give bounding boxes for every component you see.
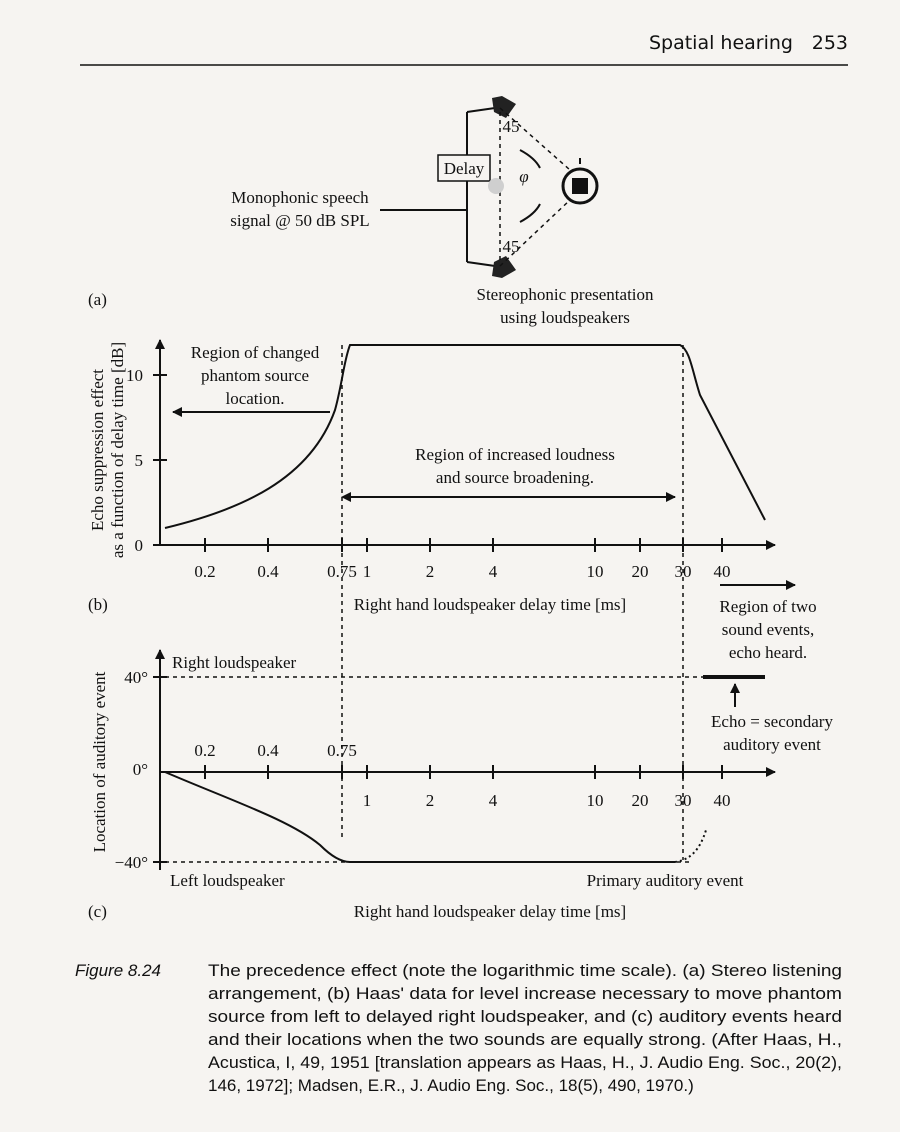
arc-top bbox=[519, 149, 541, 169]
caption-line: 146, 1972]; Madsen, E.R., J. Audio Eng. … bbox=[208, 1076, 694, 1095]
y-tick-label: 10 bbox=[126, 366, 143, 385]
x-tick-label: 0.75 bbox=[327, 741, 357, 760]
x-tick-label: 2 bbox=[426, 791, 435, 810]
annotation: and source broadening. bbox=[436, 468, 594, 487]
x-tick-label: 20 bbox=[632, 791, 649, 810]
y-axis-title: Echo suppression effect bbox=[88, 369, 107, 531]
annotation: Primary auditory event bbox=[587, 871, 744, 890]
feed-bottom bbox=[466, 261, 496, 267]
head-angle: φ bbox=[519, 167, 528, 186]
caption: The precedence effect (note the logarith… bbox=[208, 961, 842, 1095]
x-tick-label: 10 bbox=[587, 791, 604, 810]
phantom-source bbox=[488, 178, 504, 194]
y-tick-label: 40° bbox=[124, 668, 148, 687]
annotation: auditory event bbox=[723, 735, 821, 754]
panel-b: 0 5 10 0.2 0.4 0.75 1 2 4 10 20 30 40 Region of c… bbox=[88, 339, 817, 860]
x-tick-label: 4 bbox=[489, 791, 498, 810]
panel-c: 40° 0° −40° 0.2 0.4 0.75 1 2 4 10 20 30 40 Right … bbox=[88, 649, 833, 921]
y-tick-label: 5 bbox=[135, 451, 144, 470]
running-head: Spatial hearing bbox=[649, 32, 793, 54]
source-label: Monophonic speech bbox=[231, 188, 369, 207]
annotation: location. bbox=[225, 389, 284, 408]
suppression-curve bbox=[164, 344, 766, 529]
annotation: Left loudspeaker bbox=[170, 871, 285, 890]
listener-face bbox=[572, 178, 588, 194]
annotation: Right loudspeaker bbox=[172, 653, 297, 672]
ray-bottom bbox=[499, 199, 571, 267]
caption-line: source from left to delayed right loudsp… bbox=[208, 1007, 842, 1026]
location-curve bbox=[164, 771, 675, 863]
x-tick-label: 10 bbox=[587, 562, 604, 581]
caption-line: and their locations when the two sounds … bbox=[208, 1030, 842, 1049]
caption-label: Figure 8.24 bbox=[75, 961, 161, 980]
speaker-bottom bbox=[492, 256, 516, 278]
x-tick-label: 4 bbox=[489, 562, 498, 581]
y-tick-label: 0 bbox=[135, 536, 144, 555]
figure: Delay 45 45 φ Monophonic speech signal @… bbox=[88, 96, 833, 921]
panel-label: (b) bbox=[88, 595, 108, 614]
page-number: 253 bbox=[812, 32, 848, 54]
angle-top: 45 bbox=[503, 117, 520, 136]
caption-line: arrangement, (b) Haas' data for level in… bbox=[208, 984, 842, 1003]
y-axis-title: Location of auditory event bbox=[90, 671, 109, 852]
panel-a-caption: using loudspeakers bbox=[500, 308, 630, 327]
speaker-top bbox=[492, 96, 516, 118]
feed-top bbox=[466, 107, 496, 113]
location-curve-tail bbox=[674, 829, 707, 863]
panel-label: (c) bbox=[88, 902, 107, 921]
x-tick-label: 1 bbox=[363, 562, 372, 581]
delay-box bbox=[437, 154, 491, 182]
x-tick-label: 1 bbox=[363, 791, 372, 810]
x-tick-label: 40 bbox=[714, 791, 731, 810]
delay-label: Delay bbox=[444, 159, 485, 178]
caption-line: The precedence effect (note the logarith… bbox=[208, 961, 842, 980]
annotation: Region of increased loudness bbox=[415, 445, 615, 464]
y-axis-title: as a function of delay time [dB] bbox=[108, 342, 127, 558]
annotation: phantom source bbox=[201, 366, 309, 385]
source-label: signal @ 50 dB SPL bbox=[230, 211, 369, 230]
x-axis-title: Right hand loudspeaker delay time [ms] bbox=[354, 902, 626, 921]
x-tick-label: 30 bbox=[675, 791, 692, 810]
annotation: Region of two bbox=[719, 597, 816, 616]
x-tick-label: 0.2 bbox=[194, 562, 215, 581]
y-tick-label: −40° bbox=[115, 853, 148, 872]
arc-bottom bbox=[519, 203, 541, 223]
x-tick-label: 20 bbox=[632, 562, 649, 581]
x-tick-label: 40 bbox=[714, 562, 731, 581]
x-tick-label: 2 bbox=[426, 562, 435, 581]
annotation: Region of changed bbox=[191, 343, 320, 362]
x-axis-title: Right hand loudspeaker delay time [ms] bbox=[354, 595, 626, 614]
annotation: sound events, bbox=[722, 620, 815, 639]
caption-line: Acustica, I, 49, 1951 [translation appea… bbox=[208, 1053, 842, 1072]
annotation: echo heard. bbox=[729, 643, 807, 662]
x-tick-label: 0.4 bbox=[257, 562, 279, 581]
annotation: Echo = secondary bbox=[711, 712, 833, 731]
angle-bottom: 45 bbox=[503, 237, 520, 256]
panel-a-caption: Stereophonic presentation bbox=[476, 285, 654, 304]
x-tick-label: 0.4 bbox=[257, 741, 279, 760]
y-tick-label: 0° bbox=[133, 760, 148, 779]
panel-label: (a) bbox=[88, 290, 107, 309]
panel-a: Delay 45 45 φ Monophonic speech signal @… bbox=[88, 96, 654, 327]
x-tick-label: 0.2 bbox=[194, 741, 215, 760]
